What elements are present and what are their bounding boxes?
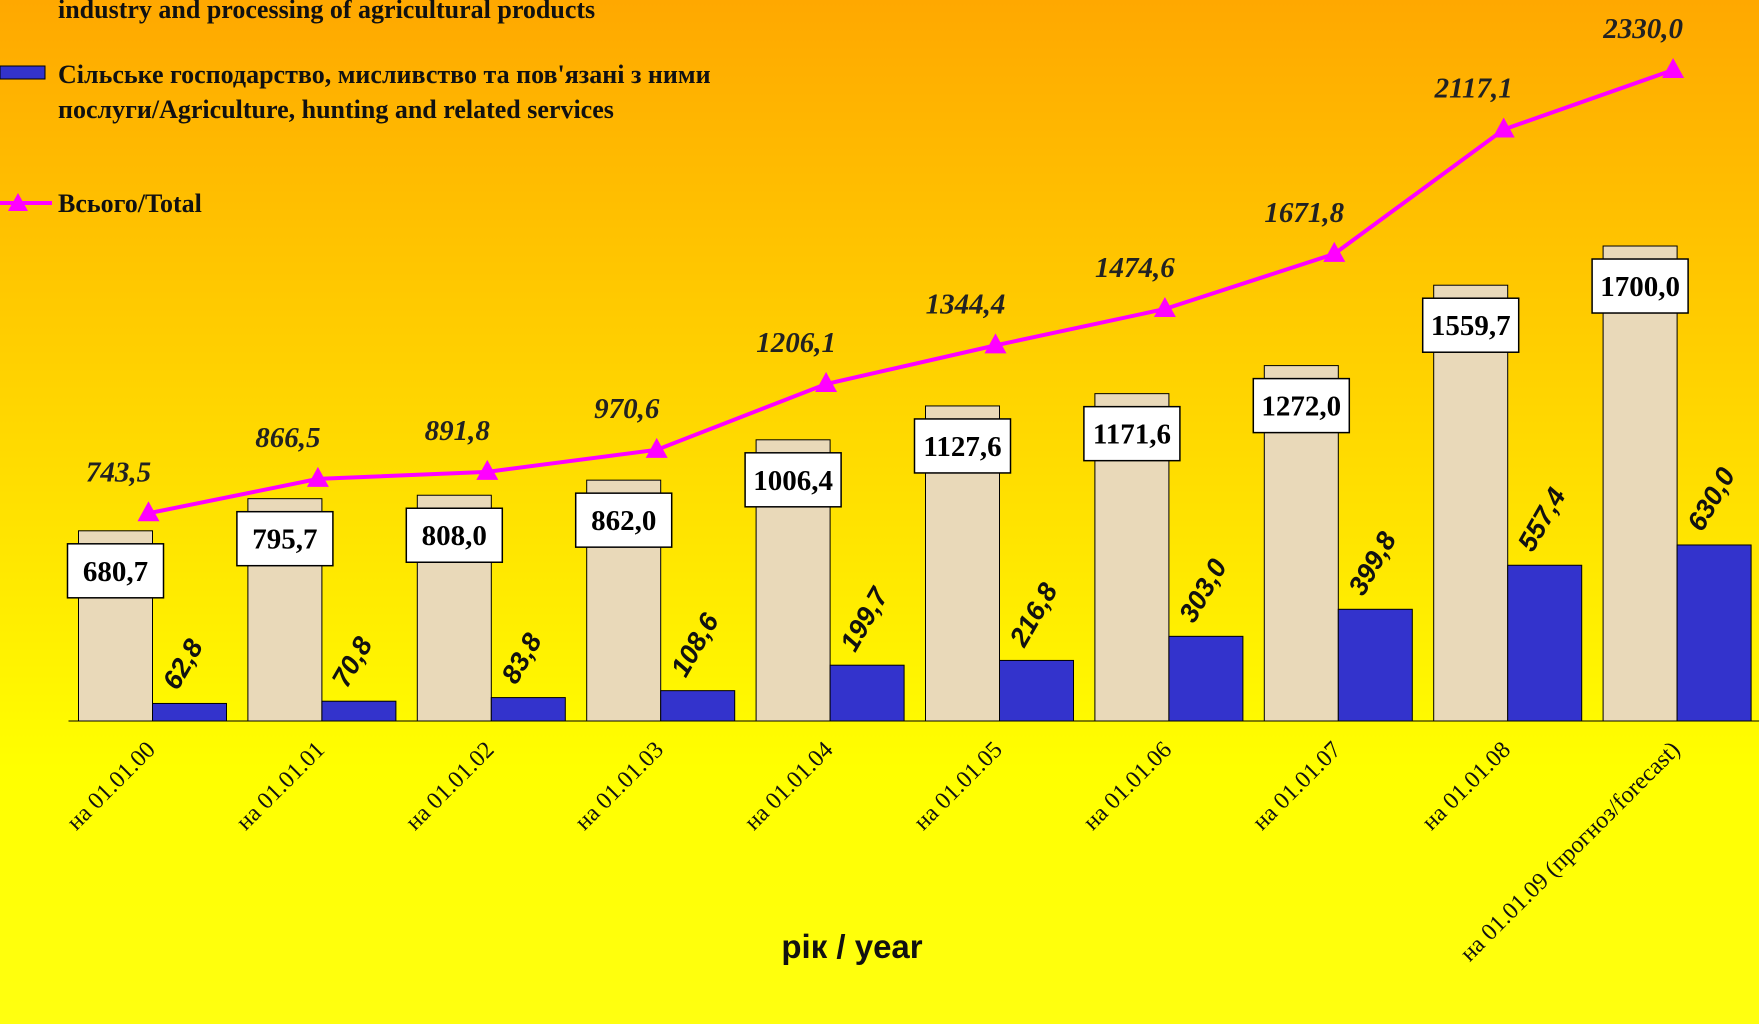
data-label: 1700,0 [1600,271,1680,303]
data-label: 866,5 [255,422,320,454]
data-label: 2330,0 [1602,13,1683,45]
line-marker [1323,241,1346,262]
x-axis-title: рік / year [781,928,922,965]
legend-label: Сільське господарство, мисливство та пов… [58,60,711,124]
data-label: 216,8 [1003,578,1063,652]
bar [1168,635,1244,722]
data-label: 1344,4 [926,288,1006,320]
bar [1602,245,1678,722]
label-box [1591,258,1689,314]
data-label: 1559,7 [1431,310,1511,342]
label-box [66,543,165,599]
x-tick-label: на 01.01.08 [1417,737,1516,836]
label-box [913,418,1012,474]
data-label: 1206,1 [756,327,836,359]
x-tick-label: на 01.01.02 [401,737,500,836]
label-box [744,452,842,508]
line-marker [1153,296,1176,317]
bar [1337,608,1413,722]
line-marker [476,459,499,480]
label-box [574,492,673,548]
legend-swatch [0,65,46,80]
data-label: 891,8 [425,415,491,447]
x-tick-label: на 01.01.01 [232,737,331,836]
bar [1676,544,1752,722]
legend-marker [8,193,28,211]
x-tick-label: на 01.01.06 [1079,737,1178,836]
legend-label: Всього/Total [58,189,202,218]
bar [1433,284,1509,722]
x-tick-label: на 01.01.00 [62,737,161,836]
data-label: 680,7 [83,556,148,588]
bar [321,700,397,722]
data-label: 1272,0 [1261,391,1341,423]
data-label: 2117,1 [1434,72,1513,104]
line-marker [1492,117,1515,138]
data-label: 1006,4 [753,465,833,497]
bar [490,697,566,722]
x-tick-label: на 01.01.04 [740,737,839,836]
x-tick-label: на 01.01.03 [570,737,669,836]
label-box [405,507,504,563]
label-box [236,510,334,567]
data-label: 743,5 [86,456,151,488]
bar [999,659,1074,722]
data-label: 1127,6 [923,431,1001,463]
bar [1507,564,1583,722]
legend-label: industry and processing of agricultural … [58,0,596,24]
data-label: 795,7 [252,524,317,556]
line-marker [815,372,838,393]
data-label: 1474,6 [1095,252,1175,284]
label-box [1252,377,1351,434]
line-marker [137,501,160,522]
label-box [1083,405,1181,462]
data-label: 808,0 [422,520,487,552]
line-marker [306,466,329,487]
data-label: 108,6 [665,607,725,681]
data-label: 70,8 [326,632,378,693]
line-marker [645,437,668,458]
data-label: 630,0 [1681,462,1741,536]
data-label: 557,4 [1512,483,1572,557]
data-label: 62,8 [157,634,209,695]
x-tick-label: на 01.01.05 [909,737,1008,836]
data-label: 199,7 [834,581,895,656]
line-marker [1662,58,1685,78]
data-label: 1671,8 [1264,197,1344,229]
total-line [148,68,1674,516]
data-label: 399,8 [1343,527,1403,601]
x-tick-label: на 01.01.07 [1248,737,1347,836]
bar [660,690,736,722]
bar [152,702,227,722]
data-label: 1171,6 [1093,419,1171,451]
label-box [1421,297,1520,353]
line-marker [984,333,1007,354]
data-label: 970,6 [594,393,660,425]
data-label: 83,8 [496,628,548,689]
data-label: 303,0 [1173,554,1233,628]
bar [829,664,905,722]
data-label: 862,0 [591,505,656,537]
